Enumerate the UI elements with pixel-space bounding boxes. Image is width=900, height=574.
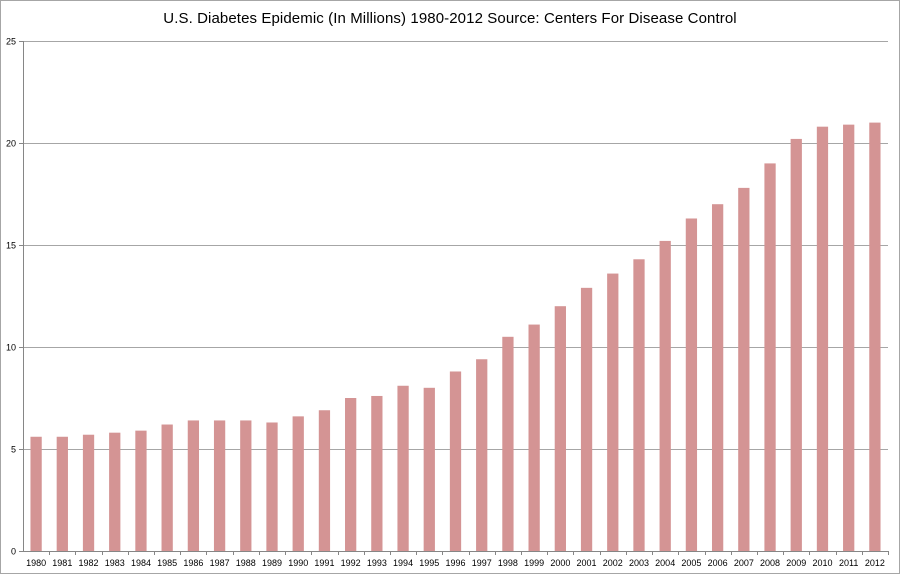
x-tick-label: 2005 (681, 558, 701, 568)
bar-2010 (816, 126, 829, 552)
x-tick-label: 1983 (105, 558, 125, 568)
bar-1985 (161, 424, 173, 551)
bar-1990 (292, 416, 304, 551)
bar-2012 (869, 122, 881, 551)
bar-1983 (109, 432, 121, 551)
y-tick-label: 20 (6, 139, 16, 149)
x-tick-labels: 1980 1981 1982 1983 1984 1985 1986 1987 1988 1989… (26, 558, 885, 568)
x-tick-label: 1980 (26, 558, 46, 568)
bar-2002 (607, 273, 619, 551)
x-tick-label: 1994 (393, 558, 413, 568)
bar-1998 (502, 336, 514, 551)
y-tick-label: 0 (11, 547, 16, 557)
bar-1997 (476, 359, 488, 551)
bar-2000 (554, 306, 566, 551)
bar-2004 (659, 240, 671, 552)
bar-1982 (82, 434, 95, 551)
x-tick-label: 1996 (445, 558, 465, 568)
bar-2009 (790, 138, 802, 552)
x-tick-label: 1981 (52, 558, 72, 568)
y-tick-labels: 0 5 10 15 20 25 (6, 37, 16, 557)
x-tick-label: 2010 (812, 558, 832, 568)
bar-2006 (711, 204, 724, 551)
bar-1981 (56, 436, 68, 551)
x-tick-label: 1993 (367, 558, 387, 568)
x-tick-label: 1997 (472, 558, 492, 568)
x-tick-label: 2009 (786, 558, 806, 568)
bar-1984 (135, 430, 147, 551)
x-tick-label: 2006 (708, 558, 728, 568)
bar-2008 (764, 163, 776, 551)
bar-1980 (30, 436, 42, 551)
x-tick-label: 1987 (210, 558, 230, 568)
x-tick-label: 2007 (734, 558, 754, 568)
x-tick-label: 1985 (157, 558, 177, 568)
x-tick-label: 1999 (524, 558, 544, 568)
x-tick-label: 2000 (550, 558, 570, 568)
bar-1986 (187, 420, 200, 551)
x-tick-label: 1991 (314, 558, 334, 568)
bars (30, 122, 881, 552)
x-tick-label: 1989 (262, 558, 282, 568)
bar-1994 (397, 385, 409, 551)
bar-2001 (580, 287, 593, 551)
chart-title: U.S. Diabetes Epidemic (In Millions) 198… (163, 10, 737, 27)
x-tick-label: 1995 (419, 558, 439, 568)
x-tick-label: 2004 (655, 558, 675, 568)
x-tick-label: 1982 (79, 558, 99, 568)
bar-2011 (843, 124, 855, 551)
bar-1992 (345, 398, 357, 551)
x-tick-label: 2003 (629, 558, 649, 568)
bar-2005 (685, 218, 698, 552)
bar-1996 (449, 371, 462, 551)
bar-2007 (738, 187, 750, 551)
axes (19, 41, 889, 555)
y-tick-label: 5 (11, 445, 16, 455)
y-tick-label: 10 (6, 343, 16, 353)
bar-1999 (528, 324, 540, 551)
bar-2003 (633, 259, 645, 551)
bar-1991 (318, 410, 331, 551)
x-tick-label: 1992 (341, 558, 361, 568)
y-tick-label: 25 (6, 37, 16, 47)
x-tick-label: 2002 (603, 558, 623, 568)
bar-1993 (371, 395, 383, 551)
x-tick-label: 2001 (577, 558, 597, 568)
bar-1988 (240, 420, 252, 551)
x-tick-label: 2008 (760, 558, 780, 568)
bar-1989 (266, 422, 278, 551)
bar-1995 (423, 387, 435, 551)
x-tick-label: 2011 (839, 558, 858, 568)
bar-1987 (213, 420, 226, 551)
x-tick-label: 1988 (236, 558, 256, 568)
x-tick-label: 1990 (288, 558, 308, 568)
x-tick-label: 2012 (865, 558, 885, 568)
x-tick-label: 1984 (131, 558, 151, 568)
x-tick-label: 1998 (498, 558, 518, 568)
x-tick-label: 1986 (183, 558, 203, 568)
y-tick-label: 15 (6, 241, 16, 251)
